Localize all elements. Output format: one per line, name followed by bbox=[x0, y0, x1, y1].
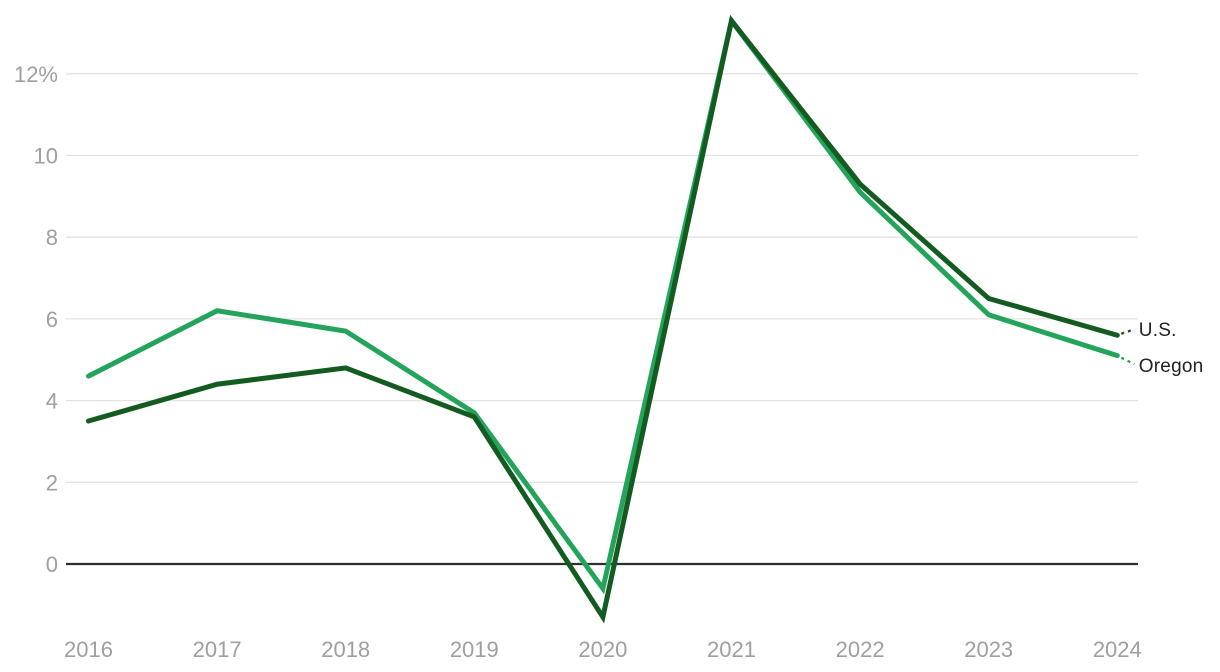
x-tick-label: 2021 bbox=[707, 637, 756, 662]
y-tick-label: 2 bbox=[46, 470, 58, 495]
y-tick-label: 8 bbox=[46, 225, 58, 250]
x-tick-label: 2017 bbox=[193, 637, 242, 662]
series-label-oregon: Oregon bbox=[1138, 355, 1204, 377]
y-tick-label: 12% bbox=[14, 62, 58, 87]
x-tick-label: 2023 bbox=[964, 637, 1013, 662]
series-line-oregon bbox=[86, 14, 1120, 595]
leader-lines bbox=[1120, 328, 1135, 366]
x-tick-label: 2022 bbox=[836, 637, 885, 662]
y-axis-labels: 12% 10 8 6 4 2 0 bbox=[14, 62, 58, 577]
x-axis-labels: 2016 2017 2018 2019 2020 2021 2022 2023 2024 bbox=[64, 637, 1142, 662]
series-label-us: U.S. bbox=[1138, 320, 1177, 342]
leader-oregon bbox=[1120, 356, 1135, 366]
series-lines bbox=[86, 14, 1120, 624]
x-tick-label: 2020 bbox=[578, 637, 627, 662]
gridlines bbox=[66, 73, 1138, 566]
x-tick-label: 2019 bbox=[450, 637, 499, 662]
y-tick-label: 6 bbox=[46, 307, 58, 332]
x-tick-label: 2018 bbox=[321, 637, 370, 662]
y-tick-label: 4 bbox=[46, 389, 58, 414]
x-tick-label: 2016 bbox=[64, 637, 113, 662]
y-tick-label: 10 bbox=[34, 144, 58, 169]
x-tick-label: 2024 bbox=[1093, 637, 1142, 662]
leader-us bbox=[1120, 328, 1135, 335]
series-line-us bbox=[86, 14, 1120, 624]
y-tick-label: 0 bbox=[46, 552, 58, 577]
